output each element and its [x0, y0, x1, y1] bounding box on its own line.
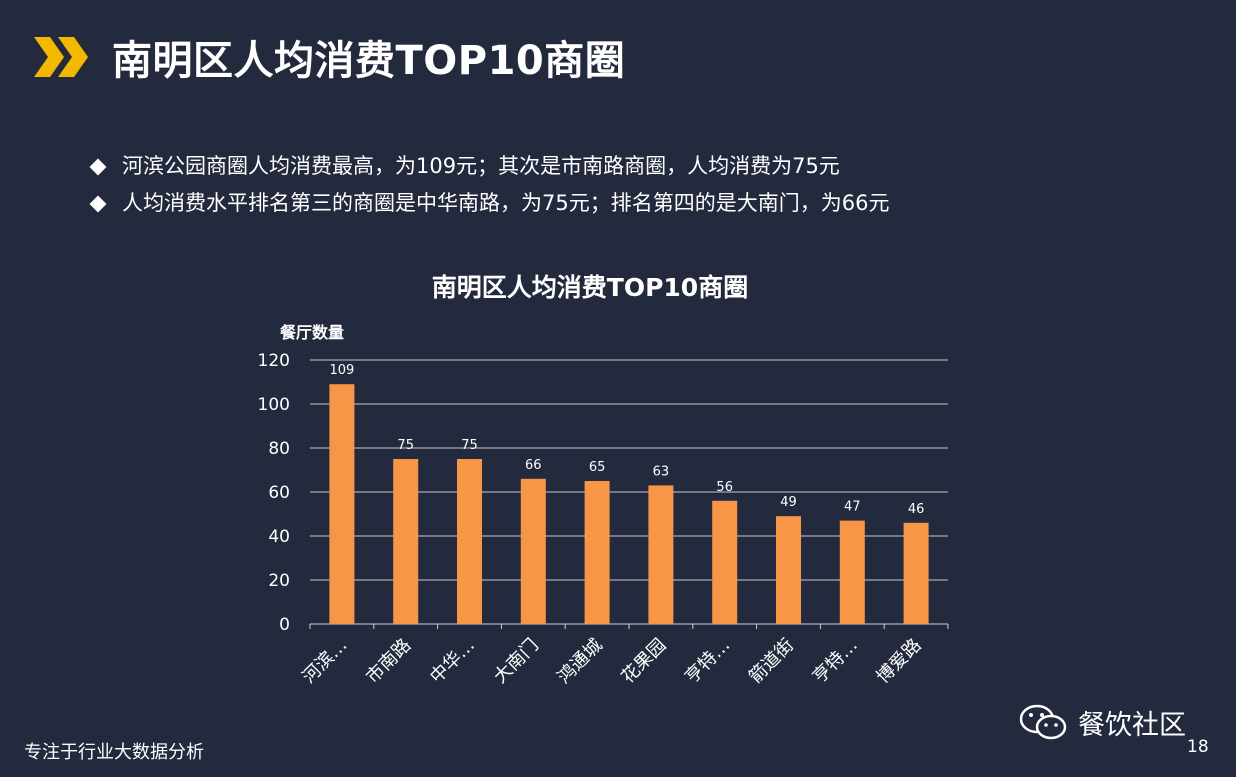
y-tick-label: 20 [268, 571, 290, 591]
data-label: 46 [908, 502, 925, 517]
page-number: 18 [1187, 737, 1209, 757]
data-label: 56 [716, 480, 733, 495]
bar [839, 520, 865, 624]
y-tick-label: 120 [258, 351, 290, 371]
bar-chart: 南明区人均消费TOP10商圈餐厅数量 0 20 40 60 80 100 120 109 河滨… 7… [250, 262, 970, 712]
bar [776, 516, 801, 624]
chevron-arrows-icon [34, 37, 88, 77]
brand: 餐饮社区 [1018, 702, 1186, 742]
bullet-item: 河滨公园商圈人均消费最高，为109元；其次是市南路商圈，人均消费为75元 [89, 148, 889, 185]
x-tick-label: 中华… [426, 635, 479, 688]
chart-title: 南明区人均消费TOP10商圈 [432, 273, 748, 302]
bullet-text: 河滨公园商圈人均消费最高，为109元；其次是市南路商圈，人均消费为75元 [122, 154, 840, 178]
bar [520, 478, 546, 624]
x-tick-label: 箭道街 [745, 635, 798, 688]
bullet-list: 河滨公园商圈人均消费最高，为109元；其次是市南路商圈，人均消费为75元 人均消… [89, 148, 890, 222]
x-tick-label: 市南路 [362, 635, 415, 688]
bar [329, 384, 355, 624]
page-title: 南明区人均消费TOP10商圈 [112, 38, 626, 84]
y-tick-label: 100 [258, 395, 290, 415]
data-label: 66 [525, 458, 542, 473]
bar [584, 481, 610, 624]
title-row: 南明区人均消费TOP10商圈 [34, 28, 625, 86]
y-tick-label: 0 [279, 615, 290, 635]
x-tick-label: 鸿通城 [554, 635, 607, 688]
footer-tagline: 专注于行业大数据分析 [24, 742, 204, 763]
y-tick-label: 40 [268, 527, 290, 547]
x-tick-label: 大南门 [490, 635, 543, 688]
data-label: 47 [844, 500, 861, 515]
y-tick-label: 80 [268, 439, 290, 459]
data-label: 109 [329, 363, 354, 378]
data-label: 63 [653, 464, 670, 479]
bullet-item: 人均消费水平排名第三的商圈是中华南路，为75元；排名第四的是大南门，为66元 [89, 185, 890, 222]
data-label: 75 [397, 438, 414, 453]
x-tick-label: 亨特… [809, 635, 862, 688]
bar [712, 500, 738, 624]
data-label: 65 [589, 460, 606, 475]
data-label: 75 [461, 438, 478, 453]
x-tick-label: 河滨… [298, 635, 351, 688]
data-label: 49 [780, 495, 797, 510]
diamond-bullet-icon [89, 158, 107, 175]
bullet-text: 人均消费水平排名第三的商圈是中华南路，为75元；排名第四的是大南门，为66元 [122, 191, 890, 215]
x-tick-label: 亨特… [681, 635, 734, 688]
brand-name: 餐饮社区 [1078, 709, 1186, 741]
y-axis-label: 餐厅数量 [279, 323, 344, 342]
x-tick-label: 博爱路 [873, 635, 926, 688]
x-tick-label: 花果园 [617, 635, 670, 688]
bar [393, 459, 419, 624]
diamond-bullet-icon [89, 195, 107, 212]
bar [457, 459, 482, 624]
bar [903, 522, 929, 624]
y-tick-label: 60 [268, 483, 290, 503]
wechat-icon [1019, 704, 1067, 740]
bar [648, 485, 674, 624]
